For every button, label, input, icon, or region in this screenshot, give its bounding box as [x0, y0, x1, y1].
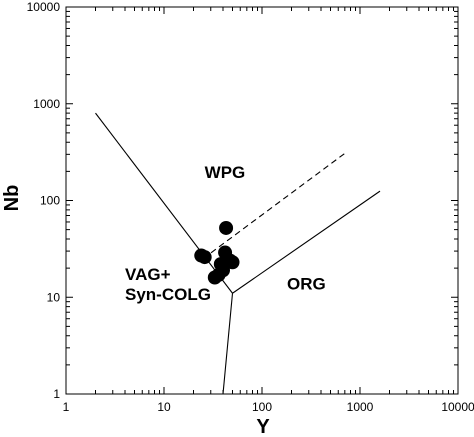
y-tick-label: 10 [47, 290, 61, 304]
plot-frame [65, 6, 459, 395]
field-label: VAG+ Syn-COLG [125, 265, 211, 304]
x-tick-label: 10000 [441, 400, 474, 414]
x-axis-title: Y [256, 416, 270, 437]
x-tick-label: 100 [252, 400, 272, 414]
axis-ticks [66, 7, 458, 394]
data-point [225, 255, 240, 270]
field-boundaries [95, 112, 381, 395]
x-tick-label: 1 [63, 400, 70, 414]
x-tick-label: 10 [157, 400, 171, 414]
data-points [194, 220, 240, 285]
x-tick-label: 1000 [347, 400, 374, 414]
y-axis-title: Nb [1, 185, 23, 212]
data-point [197, 250, 212, 265]
tick-labels: 1 10 100 1000 10000 1 10 100 1000 10000 [27, 0, 474, 414]
boundary-line [232, 190, 381, 294]
boundary-line [222, 293, 234, 395]
data-point [219, 220, 234, 235]
y-tick-label: 1 [53, 387, 60, 401]
boundary-line [95, 112, 233, 294]
y-tick-label: 10000 [27, 0, 61, 14]
y-tick-label: 100 [40, 194, 60, 208]
field-labels: WPG VAG+ Syn-COLG ORG [125, 163, 326, 304]
field-label: ORG [287, 275, 326, 294]
field-label: WPG [205, 163, 246, 182]
y-tick-label: 1000 [33, 97, 60, 111]
